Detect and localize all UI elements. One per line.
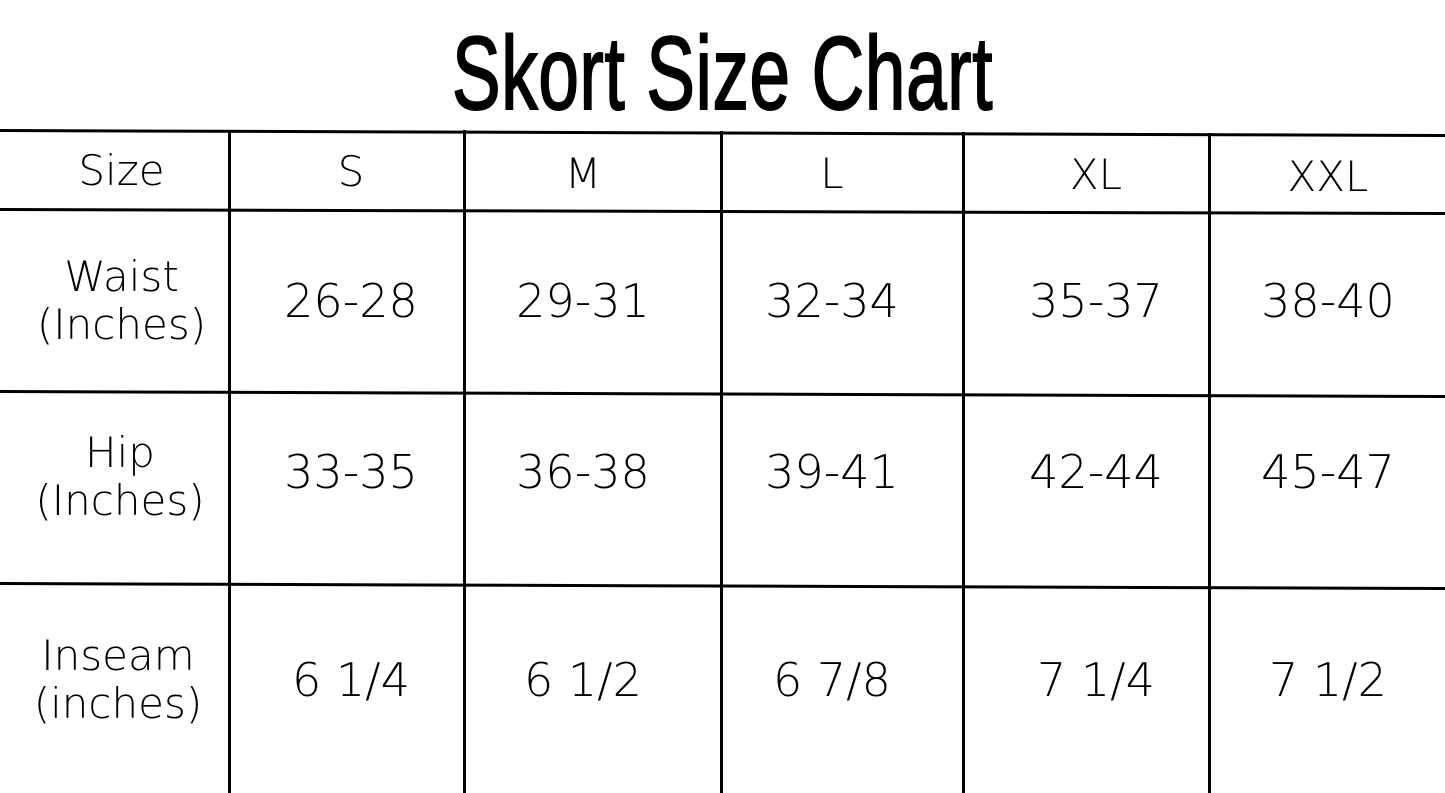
table-cell: 6 1/2: [524, 652, 642, 707]
header-xl: XL: [1069, 149, 1123, 199]
table-cell: 6 1/4: [292, 652, 410, 707]
row-label: Hip (Inches): [0, 394, 240, 560]
column-divider: [463, 130, 466, 793]
header-size: Size: [78, 145, 165, 195]
table-cell: 39-41: [765, 444, 899, 499]
header-s: S: [337, 146, 365, 196]
title-text: Skort Size Chart: [451, 15, 994, 133]
row-label-line2: (Inches): [36, 300, 207, 349]
table-cell: 7 1/2: [1269, 652, 1387, 707]
table-cell: 32-34: [765, 273, 899, 328]
column-divider: [962, 132, 965, 793]
table-cell: 45-47: [1261, 444, 1395, 499]
table-cell: 33-35: [284, 444, 418, 499]
page-title: Skort Size Chart: [0, 14, 1445, 134]
table-cell: 42-44: [1029, 444, 1163, 499]
row-label-line1: Inseam: [41, 630, 195, 680]
table-cell: 6 7/8: [773, 652, 891, 707]
column-divider: [228, 130, 231, 793]
table-cell: 29-31: [516, 273, 650, 328]
row-label-line1: Hip: [85, 427, 155, 477]
column-divider: [1208, 133, 1211, 793]
table-cell: 7 1/4: [1037, 652, 1155, 707]
row-label: Inseam (inches): [0, 600, 236, 760]
column-divider: [720, 131, 723, 793]
header-xxl: XXL: [1287, 151, 1369, 201]
row-label-line1: Waist: [64, 251, 179, 301]
header-m: M: [564, 148, 602, 198]
row-label-line2: (inches): [33, 679, 203, 728]
table-cell: 35-37: [1029, 273, 1163, 328]
table-cell: 26-28: [284, 273, 418, 328]
row-label: Waist (Inches): [0, 212, 243, 390]
row-label-line2: (Inches): [35, 476, 205, 525]
table-cell: 38-40: [1261, 273, 1395, 328]
table-cell: 36-38: [516, 444, 650, 499]
header-l: L: [820, 148, 844, 198]
